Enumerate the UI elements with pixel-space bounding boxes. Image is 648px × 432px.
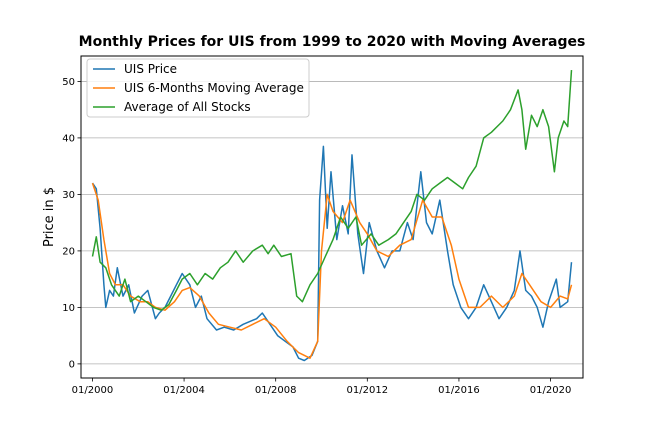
- y-axis-label: Price in $: [42, 187, 57, 247]
- y-tick-label-3: 30: [62, 190, 75, 201]
- chart-title: Monthly Prices for UIS from 1999 to 2020…: [79, 34, 586, 50]
- legend-label-2: Average of All Stocks: [124, 100, 251, 114]
- x-tick-label-0: 01/2000: [72, 385, 114, 396]
- legend-box: [86, 58, 310, 118]
- series-line-2: [91, 70, 573, 311]
- legend-label-0: UIS Price: [124, 62, 177, 76]
- x-tick-label-1: 01/2004: [163, 385, 205, 396]
- y-axis: 0 10 20 30 40 50: [62, 77, 81, 370]
- y-tick-label-4: 40: [62, 133, 75, 144]
- series-layer: [91, 70, 573, 362]
- y-tick-label-1: 10: [62, 303, 75, 314]
- x-tick-label-3: 01/2012: [347, 385, 389, 396]
- legend-label-1: UIS 6-Months Moving Average: [124, 81, 304, 95]
- legend: UIS Price UIS 6-Months Moving Average Aver…: [86, 58, 310, 118]
- y-tick-label-2: 20: [62, 246, 75, 257]
- y-tick-label-5: 50: [62, 77, 75, 88]
- x-tick-label-2: 01/2008: [255, 385, 297, 396]
- y-tick-label-0: 0: [69, 359, 75, 370]
- series-line-1: [91, 182, 573, 359]
- x-tick-label-5: 01/2020: [530, 385, 572, 396]
- plot-frame: [80, 55, 584, 379]
- x-axis: 01/2000 01/2004 01/2008 01/2012 01/2016 01/20…: [72, 378, 572, 396]
- x-tick-label-4: 01/2016: [438, 385, 480, 396]
- series-line-0: [91, 145, 573, 362]
